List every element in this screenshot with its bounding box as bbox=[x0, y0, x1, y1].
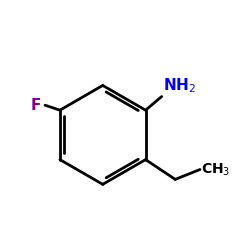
Text: NH$_2$: NH$_2$ bbox=[163, 77, 196, 95]
Text: CH$_3$: CH$_3$ bbox=[201, 161, 230, 178]
Text: F: F bbox=[31, 98, 42, 113]
